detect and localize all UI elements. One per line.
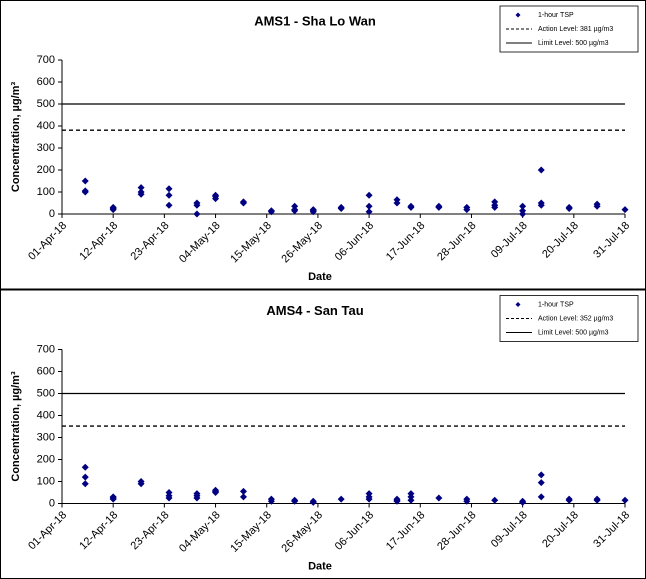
legend-label: Action Level: 381 µg/m3 <box>538 26 613 33</box>
data-point <box>365 208 373 216</box>
chart: AMS4 - San Tau010020030040050060070001-A… <box>0 289 646 579</box>
y-axis-title: Concentration, µg/m³ <box>10 82 22 193</box>
data-point <box>309 207 317 215</box>
y-tick-label: 700 <box>37 54 55 66</box>
data-point <box>393 497 401 505</box>
chart: AMS1 - Sha Lo Wan01002003004005006007000… <box>0 0 646 290</box>
data-point <box>519 498 527 506</box>
data-point <box>81 480 89 488</box>
legend-label: Limit Level: 500 µg/m3 <box>538 329 609 336</box>
legend-label: Limit Level: 500 µg/m3 <box>538 40 609 47</box>
data-point <box>81 177 89 185</box>
data-point <box>435 494 443 502</box>
y-tick-label: 300 <box>37 431 55 443</box>
data-point <box>537 201 545 209</box>
y-tick-label: 100 <box>37 475 55 487</box>
data-point <box>519 210 527 218</box>
data-point <box>81 463 89 471</box>
chart-title: AMS4 - San Tau <box>266 303 363 318</box>
x-axis-title: Date <box>308 560 332 572</box>
data-point <box>309 498 317 506</box>
data-point <box>565 496 573 504</box>
data-point <box>137 184 145 192</box>
data-point <box>463 206 471 214</box>
data-point <box>393 199 401 207</box>
data-point <box>291 497 299 505</box>
data-point <box>365 495 373 503</box>
data-point <box>137 480 145 488</box>
data-point <box>137 190 145 198</box>
y-axis-title: Concentration, µg/m³ <box>10 371 22 482</box>
data-point <box>519 202 527 210</box>
data-point <box>593 202 601 210</box>
legend-label: 1-hour TSP <box>538 301 574 308</box>
data-point <box>365 202 373 210</box>
data-point <box>109 203 117 211</box>
data-point <box>193 210 201 218</box>
data-point <box>337 205 345 212</box>
x-axis-title: Date <box>308 271 332 283</box>
data-point <box>165 185 173 193</box>
data-point <box>239 487 247 495</box>
data-point <box>435 203 443 211</box>
y-tick-label: 600 <box>37 76 55 88</box>
data-point <box>407 496 415 504</box>
data-point <box>491 496 499 504</box>
data-point <box>621 496 629 504</box>
y-tick-label: 0 <box>49 497 55 509</box>
data-point <box>365 191 373 199</box>
data-point <box>165 201 173 209</box>
data-point <box>81 187 89 195</box>
data-point <box>212 489 220 496</box>
y-tick-label: 100 <box>37 186 55 198</box>
data-point <box>565 205 573 212</box>
y-tick-label: 200 <box>37 164 55 176</box>
data-point <box>165 191 173 199</box>
y-tick-label: 200 <box>37 453 55 465</box>
data-point <box>463 497 471 505</box>
y-tick-label: 600 <box>37 365 55 377</box>
data-point <box>537 493 545 501</box>
data-point <box>267 208 275 216</box>
data-point <box>81 473 89 481</box>
data-point <box>165 494 173 502</box>
data-point <box>407 203 415 211</box>
data-point <box>267 497 275 505</box>
data-point <box>212 191 220 199</box>
y-tick-label: 400 <box>37 409 55 421</box>
legend-label: 1-hour TSP <box>538 12 574 19</box>
legend-label: Action Level: 352 µg/m3 <box>538 315 613 322</box>
data-point <box>491 203 499 211</box>
y-tick-label: 300 <box>37 142 55 154</box>
y-tick-label: 0 <box>49 208 55 220</box>
data-point <box>193 494 201 502</box>
y-tick-label: 700 <box>37 343 55 355</box>
y-tick-label: 500 <box>37 98 55 110</box>
data-point <box>193 201 201 209</box>
data-point <box>109 495 117 503</box>
data-point <box>593 496 601 504</box>
data-point <box>239 199 247 207</box>
data-point <box>621 206 629 214</box>
legend-marker <box>515 302 521 307</box>
y-tick-label: 400 <box>37 120 55 132</box>
y-tick-label: 500 <box>37 387 55 399</box>
data-point <box>239 493 247 501</box>
data-point <box>291 207 299 215</box>
data-point <box>537 471 545 479</box>
chart-title: AMS1 - Sha Lo Wan <box>254 13 376 28</box>
data-point <box>537 166 545 174</box>
data-point <box>337 495 345 503</box>
data-point <box>537 479 545 487</box>
legend-marker <box>515 12 521 18</box>
